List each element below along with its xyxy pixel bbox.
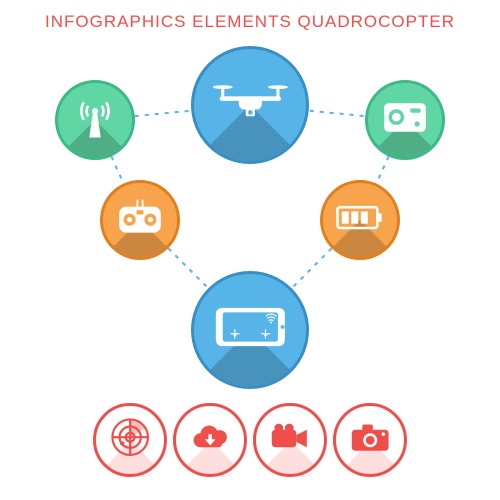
smartphone-icon	[191, 271, 309, 389]
radar-icon	[93, 403, 167, 477]
antenna-icon	[55, 80, 135, 160]
quadrocopter-icon	[191, 46, 309, 164]
remote-control-icon	[100, 180, 180, 260]
action-camera-icon	[365, 80, 445, 160]
battery-icon	[320, 180, 400, 260]
video-camera-icon	[253, 403, 327, 477]
photo-camera-icon	[333, 403, 407, 477]
cloud-upload-icon	[173, 403, 247, 477]
